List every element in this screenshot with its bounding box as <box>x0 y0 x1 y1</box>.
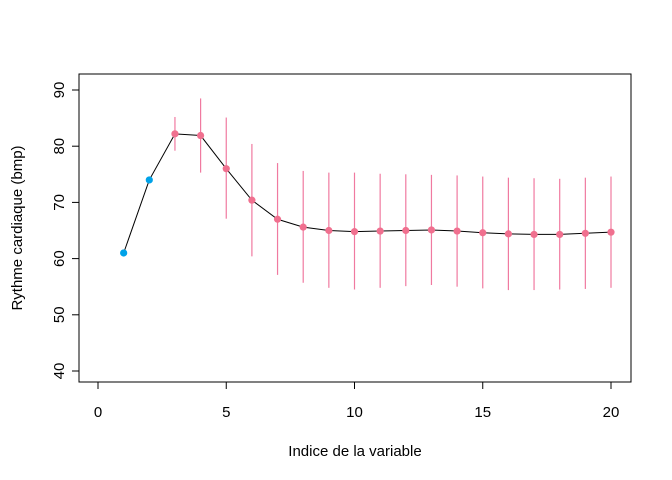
data-point-14 <box>453 227 461 235</box>
y-tick-label-60: 60 <box>51 250 68 267</box>
data-point-10 <box>350 228 359 236</box>
y-axis: 40 50 60 70 80 90 <box>51 82 80 380</box>
error-bars <box>174 98 612 291</box>
data-point-9 <box>325 226 333 235</box>
data-point-4 <box>197 131 205 140</box>
y-tick-label-50: 50 <box>51 306 68 323</box>
data-point-15 <box>479 229 487 237</box>
data-point-16 <box>504 230 512 238</box>
data-point-7 <box>273 215 282 223</box>
x-tick-label-10: 10 <box>346 404 363 421</box>
series-line <box>123 133 612 254</box>
y-tick-label-70: 70 <box>51 194 68 211</box>
x-axis-label: Indice de la variable <box>288 443 421 460</box>
data-point-8 <box>299 223 307 231</box>
x-tick-label-0: 0 <box>94 404 102 421</box>
x-tick-label-5: 5 <box>222 404 230 421</box>
x-tick-label-15: 15 <box>474 404 491 421</box>
y-axis-label: Rythme cardiaque (bmp) <box>9 145 26 310</box>
x-tick-label-20: 20 <box>603 404 620 421</box>
data-point-19 <box>581 229 589 237</box>
data-point-5 <box>222 165 230 173</box>
x-axis: 0 5 10 15 20 <box>94 381 620 421</box>
data-point-6 <box>248 196 256 204</box>
series-polyline <box>123 133 612 254</box>
data-point-3 <box>171 130 179 138</box>
data-point-20 <box>607 228 615 236</box>
data-point-13 <box>427 226 436 234</box>
y-tick-label-40: 40 <box>51 363 68 380</box>
y-tick-label-80: 80 <box>51 138 68 155</box>
data-points <box>120 130 615 257</box>
y-tick-label-90: 90 <box>51 82 68 99</box>
data-point-18 <box>556 230 564 239</box>
data-point-17 <box>530 230 538 239</box>
data-point-11 <box>376 227 384 235</box>
data-point-12 <box>402 226 410 235</box>
data-point-2 <box>145 176 153 184</box>
data-point-1 <box>120 249 128 257</box>
